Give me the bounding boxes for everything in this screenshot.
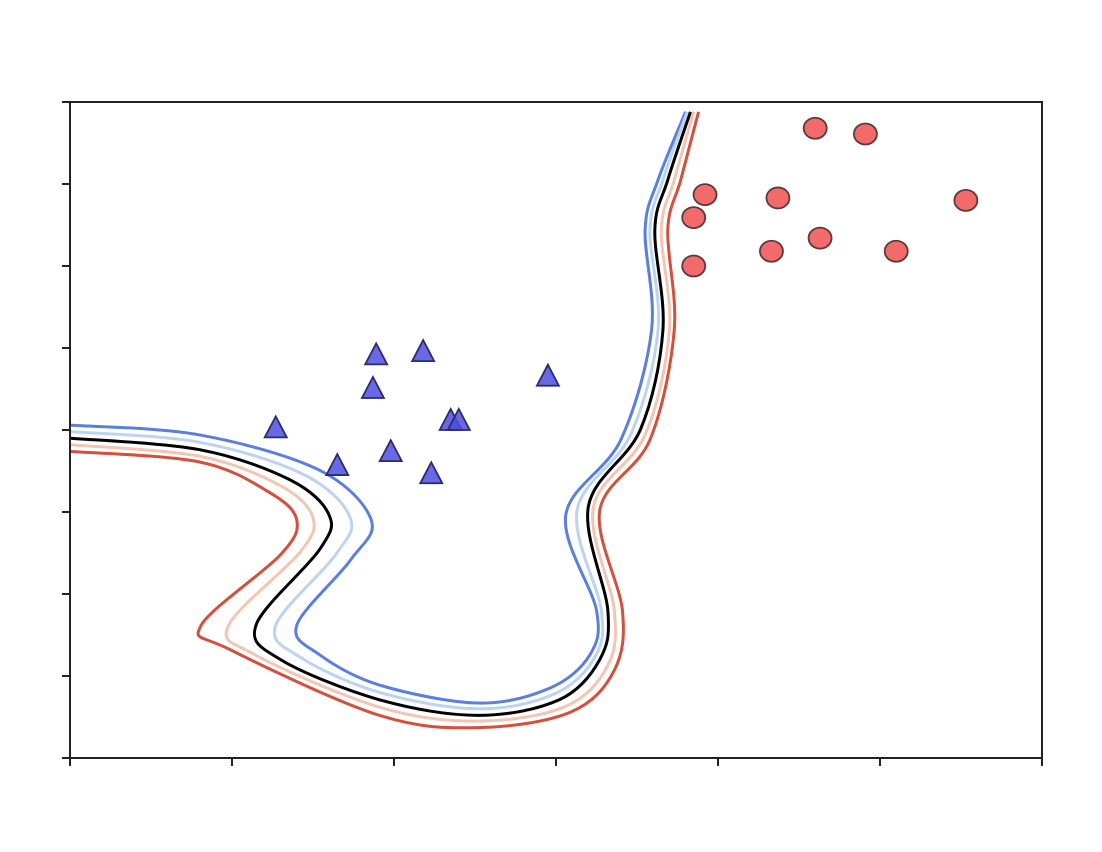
contour-line	[70, 111, 687, 705]
circle-point	[759, 239, 784, 263]
triangle-point	[535, 362, 561, 387]
point-group	[263, 116, 979, 485]
circle-point	[681, 254, 707, 278]
circle-point	[681, 206, 707, 230]
contour-line	[70, 111, 701, 730]
contour-line	[70, 111, 692, 717]
triangle-point	[418, 460, 444, 485]
contour-line	[70, 111, 696, 723]
triangle-point	[378, 438, 404, 463]
triangle-point	[324, 452, 350, 476]
contour-group	[70, 111, 701, 730]
circle-point	[853, 122, 878, 146]
circle-point	[953, 188, 979, 212]
circle-point	[802, 116, 828, 140]
tick-group	[62, 101, 1043, 766]
circle-point	[807, 226, 833, 250]
circle-point	[883, 239, 909, 263]
triangle-point	[446, 407, 472, 431]
circle-point	[692, 183, 718, 207]
triangle-point	[363, 341, 389, 366]
triangle-point	[410, 338, 436, 363]
triangle-point	[360, 375, 386, 399]
circle-point	[765, 186, 791, 210]
triangle-point	[263, 414, 289, 439]
contour-line	[70, 111, 689, 711]
plot-frame	[69, 101, 1043, 759]
